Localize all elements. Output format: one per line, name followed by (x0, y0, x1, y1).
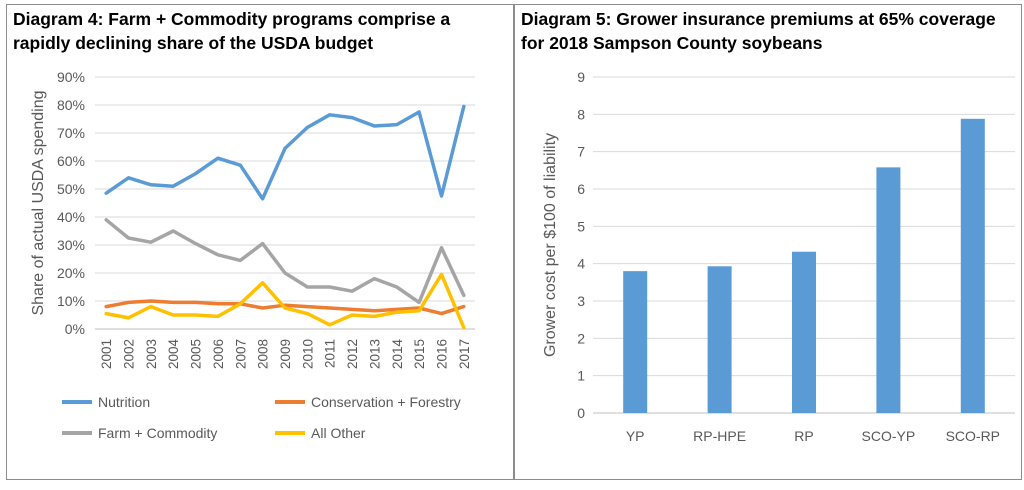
y-tick-label: 20% (57, 265, 85, 281)
y-tick-label: 3 (577, 293, 585, 309)
y-tick-label: 10% (57, 293, 85, 309)
x-tick-label: 2010 (300, 339, 315, 369)
y-tick-label: 30% (57, 237, 85, 253)
y-axis-title: Share of actual USDA spending (30, 90, 47, 315)
bar-rp (792, 251, 816, 413)
series-line-conservation-forestry (104, 299, 466, 316)
bar-sco-rp (960, 118, 985, 414)
x-tick-label: 2004 (166, 339, 181, 370)
y-tick-label: 70% (57, 125, 85, 141)
y-tick-label: 4 (577, 256, 585, 272)
legend-label: Conservation + Forestry (311, 394, 461, 410)
x-tick-label: 2007 (233, 339, 248, 369)
diagram4-panel: Diagram 4: Farm + Commodity programs com… (6, 4, 514, 480)
bar-yp (623, 271, 648, 413)
y-tick-label: 0% (65, 321, 85, 337)
x-tick-label: SCO-RP (946, 428, 1000, 444)
y-tick-label: 7 (577, 144, 585, 160)
x-tick-label: 2013 (367, 339, 382, 369)
x-tick-label: 2002 (122, 339, 137, 369)
y-axis-title: Grower cost per $100 of liability (542, 133, 559, 357)
y-tick-label: 80% (57, 97, 85, 113)
series-line-all-other (104, 272, 466, 330)
x-tick-label: RP (794, 428, 813, 444)
x-tick-label: 2006 (211, 339, 226, 369)
diagram4-title-line2: rapidly declining share of the USDA budg… (13, 33, 374, 53)
diagram4-line-chart: 0% 10% 20% 30% 40% 50% 60% 70% 80% 90% 2001 2002 200… (30, 69, 475, 441)
series-line-farm-commodity (104, 218, 466, 305)
diagram5-bar-chart: 0 1 2 3 4 5 6 7 8 9 YP RP-HPE RP SCO-YP SCO-RP Grower c… (542, 69, 1015, 444)
y-tick-label: 6 (577, 181, 585, 197)
x-tick-label: 2017 (457, 339, 472, 369)
legend-label: Nutrition (98, 394, 150, 410)
x-tick-label: RP-HPE (693, 428, 746, 444)
diagram4-title-line1: Diagram 4: Farm + Commodity programs com… (13, 9, 451, 29)
y-tick-label: 0 (577, 405, 585, 421)
x-tick-label: 2005 (189, 339, 204, 369)
bar-rp-hpe (707, 266, 732, 413)
x-tick-label: 2016 (434, 339, 449, 369)
x-tick-label: SCO-YP (862, 428, 916, 444)
diagram5-panel: Diagram 5: Grower insurance premiums at … (514, 4, 1022, 480)
y-tick-label: 50% (57, 181, 85, 197)
y-tick-label: 2 (577, 330, 585, 346)
y-tick-label: 40% (57, 209, 85, 225)
x-tick-label: 2008 (256, 339, 271, 369)
x-tick-label: 2011 (323, 339, 338, 368)
series-line-nutrition (104, 104, 466, 201)
y-tick-label: 90% (57, 69, 85, 85)
diagram5-title: Diagram 5: Grower insurance premiums at … (521, 7, 996, 55)
y-tick-label: 1 (577, 368, 585, 384)
legend-label: All Other (311, 425, 366, 441)
x-tick-label: 2015 (412, 339, 427, 369)
diagram5-title-line1: Diagram 5: Grower insurance premiums at … (521, 9, 996, 29)
diagram5-title-line2: for 2018 Sampson County soybeans (521, 33, 823, 53)
y-tick-label: 9 (577, 69, 585, 85)
diagram4-title: Diagram 4: Farm + Commodity programs com… (13, 7, 450, 55)
bar-sco-yp (876, 167, 901, 413)
x-tick-label: 2012 (345, 339, 360, 369)
legend-label: Farm + Commodity (98, 425, 217, 441)
x-tick-label: 2003 (144, 339, 159, 369)
y-tick-label: 5 (577, 218, 585, 234)
x-tick-label: 2001 (99, 339, 114, 369)
x-tick-label: YP (626, 428, 645, 444)
x-tick-label: 2014 (390, 339, 405, 370)
y-tick-label: 8 (577, 106, 585, 122)
y-tick-label: 60% (57, 153, 85, 169)
x-tick-label: 2009 (278, 339, 293, 369)
